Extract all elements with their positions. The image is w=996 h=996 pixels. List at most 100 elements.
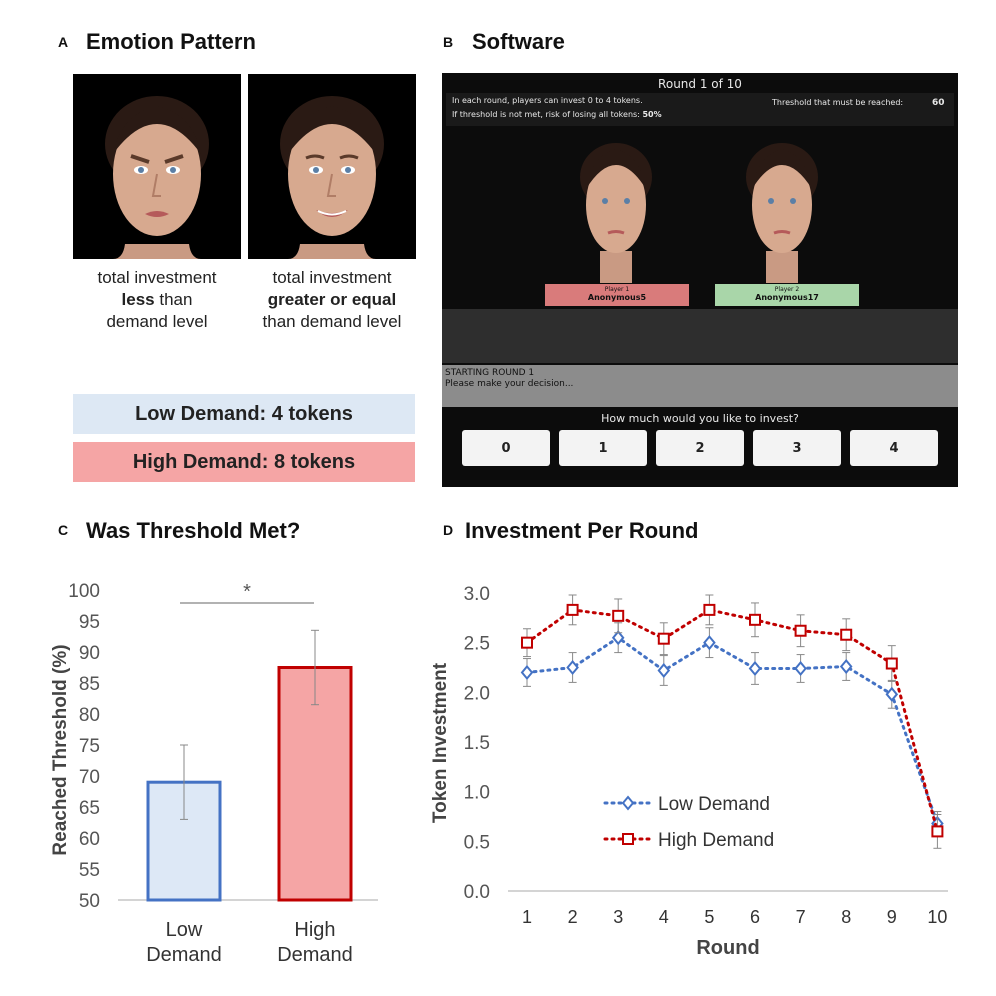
software-screenshot: Round 1 of 10 In each round, players can… (442, 73, 958, 487)
data-point (703, 635, 716, 651)
angry-face-image (73, 74, 241, 259)
data-point (794, 624, 807, 637)
x-tick-label: 5 (704, 907, 714, 927)
data-point (840, 628, 853, 641)
data-point (657, 632, 670, 645)
invest-2-button[interactable]: 2 (656, 430, 744, 466)
caption-line: demand level (106, 312, 208, 331)
x-tick-label: 10 (927, 907, 947, 927)
panel-d-letter: D (443, 522, 454, 538)
threshold-value: 60 (932, 98, 945, 108)
x-tick-label: 8 (841, 907, 851, 927)
x-tick-label: 4 (659, 907, 669, 927)
status-line-1: STARTING ROUND 1 (445, 368, 535, 378)
risk-value: 50% (642, 110, 662, 119)
player2-tag: Player 2 Anonymous17 (715, 284, 859, 306)
x-tick-label: High (294, 919, 335, 941)
data-point (612, 609, 625, 622)
panel-d-title: Investment Per Round (465, 518, 699, 543)
round-label: Round 1 of 10 (658, 77, 742, 91)
y-tick-label: 95 (79, 612, 100, 633)
threshold-bar-chart: 50 55 60 65 70 75 80 85 90 95 100 Low Demand High Dem… (50, 581, 378, 966)
invest-1-button[interactable]: 1 (559, 430, 647, 466)
data-point (657, 662, 671, 679)
investment-line-chart: 0.0 0.5 1.0 1.5 2.0 2.5 3.0 1 2 3 4 5 6 7 8 9 10 Low Dem… (430, 584, 948, 959)
y-axis-label: Reached Threshold (%) (50, 644, 71, 855)
data-point (885, 657, 898, 670)
data-point (839, 658, 853, 675)
data-point (749, 613, 761, 626)
data-point (566, 603, 579, 616)
invest-0-button[interactable]: 0 (462, 430, 550, 466)
legend-label: Low Demand (658, 794, 770, 815)
y-tick-label: 60 (79, 829, 100, 850)
panel-b-title: Software (472, 29, 565, 54)
player-name: Anonymous5 (587, 293, 647, 302)
data-point (931, 825, 944, 838)
legend-label: High Demand (658, 830, 774, 851)
caption-line: than demand level (262, 312, 402, 331)
invest-4-button[interactable]: 4 (850, 430, 938, 466)
info-bar: In each round, players can invest 0 to 4… (446, 93, 954, 126)
info-line-2: If threshold is not met, risk of losing … (452, 110, 662, 119)
y-tick-label: 2.5 (464, 634, 490, 655)
data-point (611, 630, 625, 646)
low-demand-box: Low Demand: 4 tokens (73, 394, 415, 434)
x-tick-label: Low (166, 919, 203, 941)
caption-line: total investment (272, 268, 392, 287)
x-tick-label: 6 (750, 907, 760, 927)
less-than-caption: total investment less than demand level (72, 267, 242, 333)
player-label: Player 2 (774, 286, 800, 293)
y-tick-label: 75 (79, 736, 100, 757)
threshold-label: Threshold that must be reached: (772, 98, 904, 107)
y-tick-label: 2.0 (464, 683, 490, 704)
greater-equal-caption: total investment greater or equal than d… (240, 267, 424, 333)
data-point (566, 659, 579, 676)
y-axis-label: Token Investment (430, 662, 451, 823)
caption-bold: less (121, 290, 155, 309)
data-point (703, 603, 716, 616)
player-label: Player 1 (604, 286, 630, 293)
player-name: Anonymous17 (755, 293, 819, 302)
series-line (525, 608, 939, 833)
player1-tag: Player 1 Anonymous5 (545, 284, 689, 306)
y-tick-label: 50 (79, 891, 100, 912)
data-point (748, 660, 762, 677)
chat-area (442, 309, 958, 363)
high-demand-box: High Demand: 8 tokens (73, 442, 415, 482)
y-tick-label: 0.0 (464, 882, 490, 903)
significance-marker: * (243, 581, 251, 603)
invest-question: How much would you like to invest? (601, 412, 799, 425)
info-text: If threshold is not met, risk of losing … (452, 110, 640, 119)
panel-a-title: Emotion Pattern (86, 29, 256, 54)
y-tick-label: 65 (79, 798, 100, 819)
x-tick-label: 7 (796, 907, 806, 927)
data-point (885, 686, 899, 702)
caption-bold: greater or equal (267, 290, 397, 309)
invest-3-button[interactable]: 3 (753, 430, 841, 466)
info-line-1: In each round, players can invest 0 to 4… (452, 96, 643, 105)
y-tick-label: 1.5 (464, 733, 490, 754)
y-tick-label: 100 (68, 581, 100, 602)
x-tick-label: Demand (277, 944, 353, 966)
caption-text: than (154, 290, 193, 309)
player2-avatar (746, 143, 818, 283)
status-line-2: Please make your decision... (445, 379, 574, 389)
x-tick-label: 2 (568, 907, 578, 927)
y-tick-label: 85 (79, 674, 100, 695)
series-line (525, 635, 939, 825)
x-tick-label: 3 (613, 907, 623, 927)
data-point (520, 664, 534, 681)
caption-line: total investment (97, 268, 217, 287)
x-tick-label: 1 (522, 907, 532, 927)
x-tick-label: 9 (887, 907, 897, 927)
y-tick-label: 90 (79, 643, 100, 664)
player1-avatar (580, 143, 652, 283)
legend-marker (621, 795, 635, 811)
data-point (521, 636, 533, 649)
panel-c-letter: C (58, 522, 69, 538)
y-tick-label: 55 (79, 860, 100, 881)
x-axis-label: Round (696, 937, 759, 959)
panel-a-letter: A (58, 34, 69, 50)
x-tick-label: Demand (146, 944, 222, 966)
